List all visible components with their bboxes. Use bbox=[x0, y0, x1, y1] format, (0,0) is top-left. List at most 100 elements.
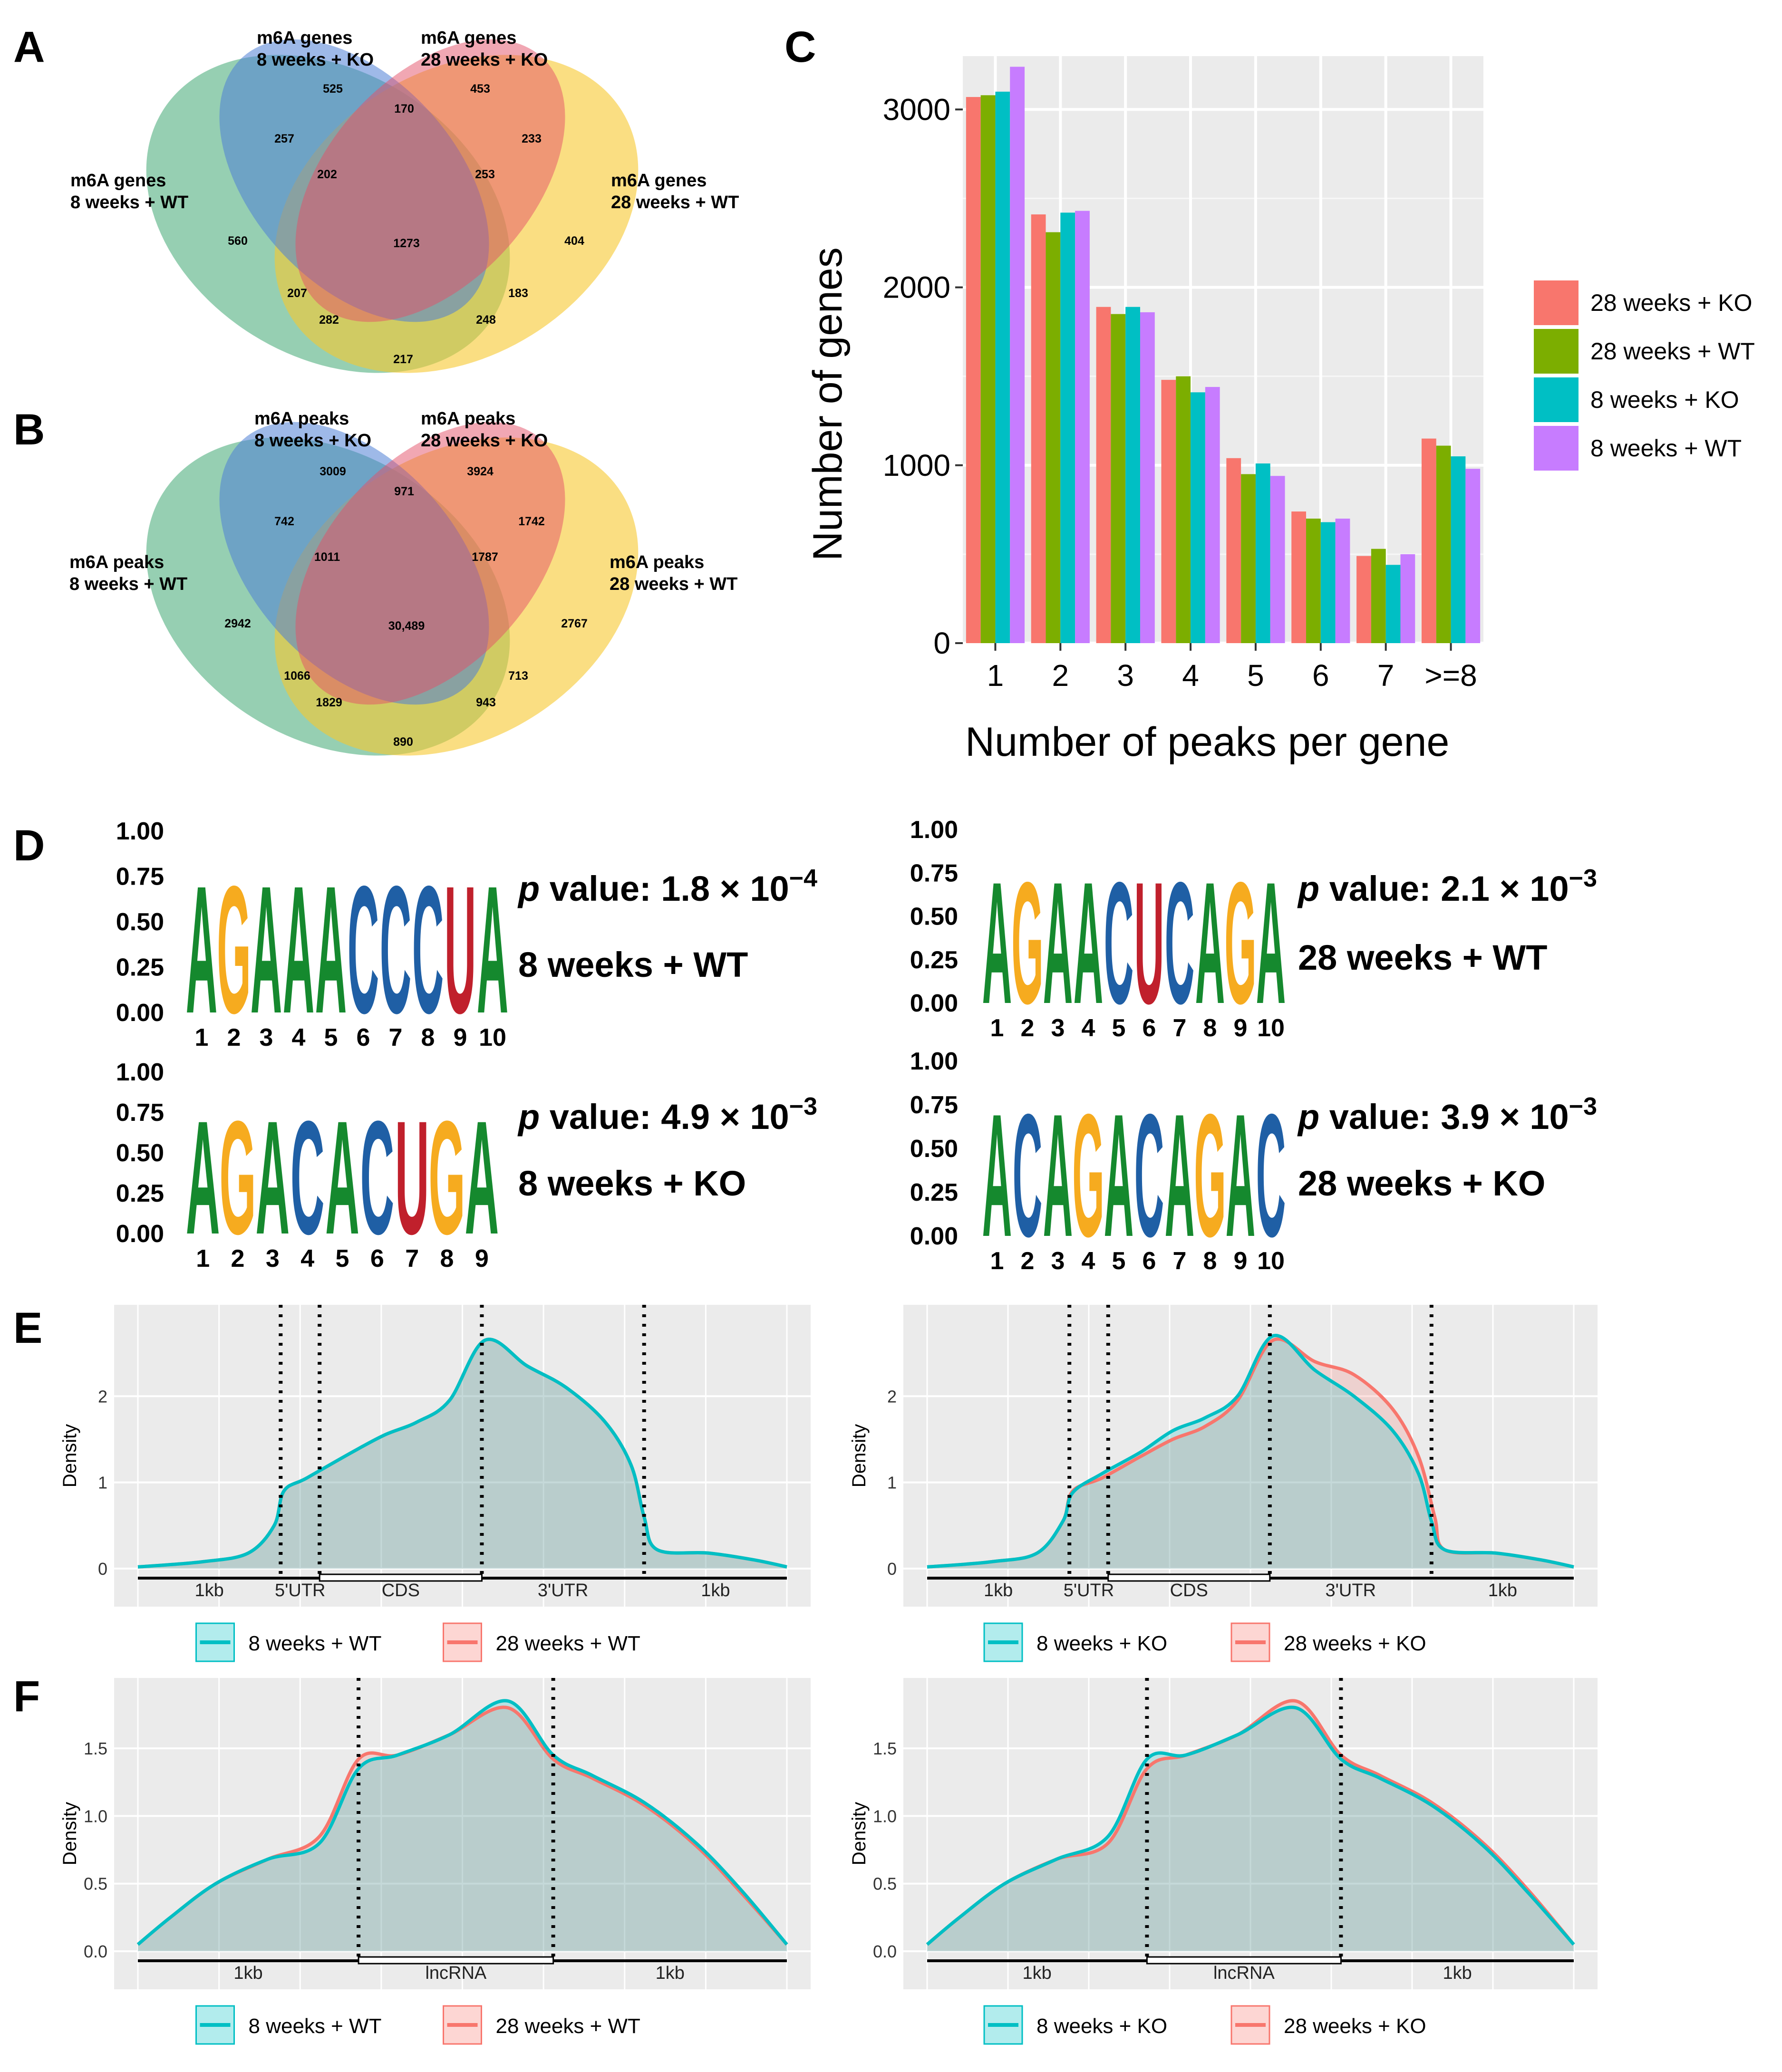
p-value-exponent: −4 bbox=[789, 865, 817, 892]
p-value-text: p value: 4.9 × 10−3 bbox=[517, 1093, 817, 1137]
y-axis-title: Density bbox=[59, 1802, 80, 1865]
logo-y-tick-label: 0.25 bbox=[116, 1180, 164, 1207]
logo-letter: G bbox=[428, 1088, 465, 1268]
logo-position-label: 5 bbox=[1112, 1014, 1126, 1042]
logo-position-label: 4 bbox=[292, 1024, 306, 1051]
segment-label: 1kb bbox=[233, 1963, 262, 1983]
segment-label: 1kb bbox=[656, 1963, 685, 1983]
logo-letter: A bbox=[256, 1088, 290, 1268]
venn-count: 971 bbox=[394, 485, 414, 498]
legend-label: 8 weeks + WT bbox=[1590, 435, 1742, 462]
density-area-teal bbox=[927, 1707, 1574, 1951]
venn-count: 282 bbox=[319, 313, 339, 327]
p-value-p: p bbox=[517, 1097, 540, 1137]
segment-label: lncRNA bbox=[425, 1963, 486, 1983]
logo-letter: G bbox=[1011, 847, 1043, 1040]
legend-swatch bbox=[1534, 377, 1579, 422]
bar-8-weeks-ko bbox=[1255, 463, 1270, 643]
y-tick-label: 0.5 bbox=[873, 1874, 897, 1894]
logo-y-tick-label: 0.25 bbox=[910, 946, 958, 974]
venn-ellipse-28w-ko bbox=[295, 39, 565, 322]
venn-set-label-28w-ko: m6A peaks 28 weeks + KO bbox=[421, 409, 548, 451]
lncrna-box bbox=[358, 1956, 554, 1965]
bar-28-weeks-ko bbox=[1356, 556, 1371, 643]
logo-position-label: 1 bbox=[195, 1024, 209, 1051]
segment-label: 1kb bbox=[701, 1581, 730, 1600]
logo-letter: C bbox=[1256, 1078, 1286, 1273]
venn-count: 453 bbox=[470, 82, 490, 96]
density-area-red bbox=[138, 1339, 787, 1569]
logo-position-label: 2 bbox=[1021, 1247, 1035, 1275]
segment-label: 3'UTR bbox=[1326, 1581, 1376, 1600]
segment-label: CDS bbox=[1170, 1581, 1208, 1600]
bar-chart: 0 1000 2000 3000 1 2 3 4 5 6 7 >=8 Number of peaks … bbox=[805, 56, 1755, 765]
density-plot: 0 1 2 Density 1kb 5'UTR CDS 3'UTR 1kb 8 weeks + K… bbox=[849, 1305, 1598, 1662]
y-tick-label: 1000 bbox=[883, 448, 950, 482]
logo-y-tick-label: 0.00 bbox=[116, 1220, 164, 1248]
legend-label: 8 weeks + WT bbox=[249, 2014, 382, 2038]
logo-y-tick-label: 0.75 bbox=[116, 1099, 164, 1127]
venn-count: 1066 bbox=[284, 669, 310, 683]
venn-ellipse-28w-ko bbox=[295, 422, 565, 705]
logo-position-label: 3 bbox=[1051, 1247, 1065, 1275]
logo-position-label: 7 bbox=[389, 1024, 403, 1051]
logo-position-label: 8 bbox=[1203, 1014, 1217, 1042]
bar-28-weeks-ko bbox=[1421, 438, 1436, 643]
logo-position-label: 10 bbox=[479, 1024, 506, 1051]
density-line-teal bbox=[926, 1706, 1575, 1946]
sequence-logo: 1.000.750.500.250.00 A1 G2 A3 A4 A5 C6 C7 C8 U9 A1… bbox=[116, 818, 817, 1051]
logo-letter: A bbox=[251, 848, 282, 1051]
x-tick-label: 4 bbox=[1182, 658, 1199, 693]
logo-position-label: 9 bbox=[454, 1024, 467, 1051]
y-tick-label: 3000 bbox=[883, 92, 950, 126]
venn-set-label-28w-wt: m6A genes 28 weeks + WT bbox=[611, 171, 739, 212]
legend-swatch bbox=[1534, 329, 1579, 374]
legend-label: 8 weeks + WT bbox=[249, 1632, 382, 1655]
venn-set-label-28w-wt: m6A peaks 28 weeks + WT bbox=[610, 552, 737, 594]
y-tick-label: 2 bbox=[887, 1387, 897, 1406]
venn-count: 1742 bbox=[518, 515, 545, 528]
bar-28-weeks-wt bbox=[1111, 314, 1126, 643]
logo-position-label: 1 bbox=[990, 1014, 1004, 1042]
legend-swatch bbox=[1534, 426, 1579, 471]
bar-28-weeks-ko bbox=[1096, 307, 1111, 643]
logo-letter: A bbox=[1226, 1078, 1255, 1273]
segment-label: 5'UTR bbox=[275, 1581, 326, 1600]
y-tick-label: 1.5 bbox=[873, 1739, 897, 1758]
bar-28-weeks-ko bbox=[1031, 214, 1046, 643]
logo-letter: A bbox=[1074, 847, 1103, 1040]
bar-8-weeks-wt bbox=[1140, 312, 1155, 643]
y-tick-label: 1 bbox=[98, 1473, 107, 1493]
density-plot: 0 1 2 Density 1kb 5'UTR CDS 3'UTR 1kb 8 weeks + W… bbox=[59, 1305, 811, 1662]
logo-letter: C bbox=[412, 848, 444, 1051]
bar-8-weeks-wt bbox=[1465, 469, 1481, 643]
cds-box bbox=[319, 1573, 483, 1582]
p-value-text: p value: 3.9 × 10−3 bbox=[1297, 1093, 1597, 1137]
bar-8-weeks-ko bbox=[1060, 212, 1075, 643]
venn-count: 257 bbox=[274, 132, 294, 145]
venn-count: 233 bbox=[522, 132, 542, 145]
p-value-number: value: 2.1 × 10 bbox=[1319, 869, 1569, 908]
logo-letter: U bbox=[445, 848, 476, 1051]
logo-letter: C bbox=[348, 848, 379, 1051]
venn-count: 1787 bbox=[472, 550, 498, 564]
panel-label-b: B bbox=[13, 405, 45, 454]
venn-count: 3009 bbox=[320, 465, 346, 478]
segment-label: 1kb bbox=[1488, 1581, 1517, 1600]
venn-count: 248 bbox=[476, 313, 496, 327]
segment-label: 1kb bbox=[195, 1581, 224, 1600]
venn-count: 1273 bbox=[393, 237, 420, 250]
bar-8-weeks-wt bbox=[1335, 519, 1350, 643]
bar-28-weeks-wt bbox=[1176, 376, 1191, 643]
logo-letter: A bbox=[1256, 847, 1286, 1040]
logo-y-tick-label: 0.75 bbox=[910, 1091, 958, 1119]
venn-count: 2942 bbox=[224, 617, 251, 630]
bar-28-weeks-ko bbox=[1291, 511, 1307, 643]
bar-8-weeks-wt bbox=[1270, 476, 1285, 643]
logo-letter: A bbox=[1165, 1078, 1194, 1273]
logo-position-label: 7 bbox=[405, 1245, 419, 1272]
bar-8-weeks-ko bbox=[1451, 456, 1466, 643]
venn-count: 202 bbox=[317, 168, 337, 181]
bar-8-weeks-wt bbox=[1205, 387, 1220, 643]
p-value-text: p value: 2.1 × 10−3 bbox=[1297, 865, 1597, 908]
